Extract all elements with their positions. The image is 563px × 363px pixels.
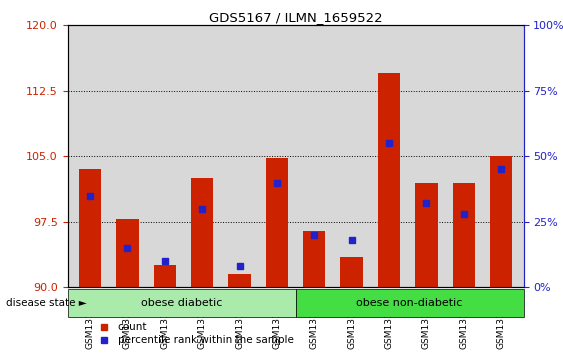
- Text: percentile rank within the sample: percentile rank within the sample: [118, 335, 293, 344]
- Bar: [266, 158, 288, 287]
- Bar: [116, 219, 138, 287]
- Bar: [415, 183, 437, 287]
- Text: disease state ►: disease state ►: [6, 298, 86, 308]
- Text: obese non-diabetic: obese non-diabetic: [356, 298, 463, 308]
- Title: GDS5167 / ILMN_1659522: GDS5167 / ILMN_1659522: [209, 11, 382, 24]
- Bar: [79, 170, 101, 287]
- Bar: [490, 156, 512, 287]
- Text: obese diabetic: obese diabetic: [141, 298, 222, 308]
- Bar: [303, 231, 325, 287]
- Bar: [378, 73, 400, 287]
- Bar: [341, 257, 363, 287]
- Bar: [228, 274, 251, 287]
- Bar: [154, 265, 176, 287]
- FancyBboxPatch shape: [68, 289, 296, 317]
- FancyBboxPatch shape: [296, 289, 524, 317]
- Text: count: count: [118, 322, 147, 331]
- Bar: [453, 183, 475, 287]
- Bar: [191, 178, 213, 287]
